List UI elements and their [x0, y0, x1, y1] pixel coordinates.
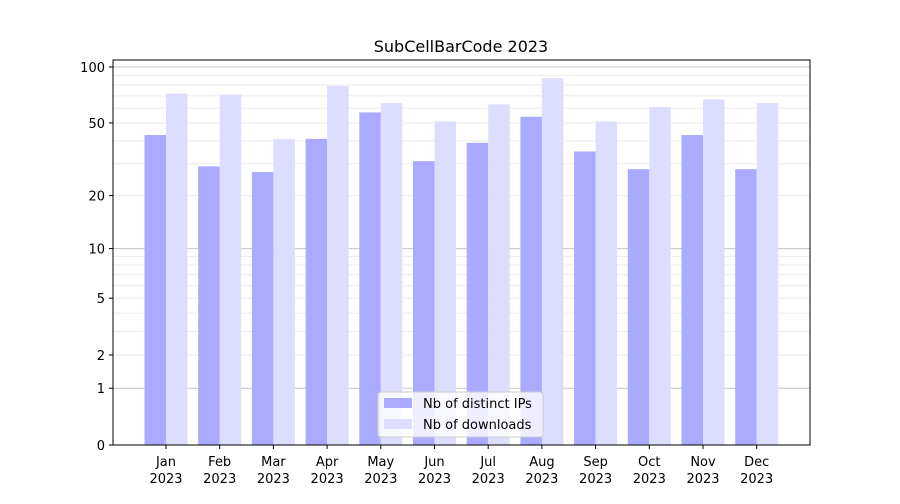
x-tick-label-year: 2023: [418, 472, 451, 487]
x-tick-label-month: Apr: [316, 455, 339, 470]
x-tick-label-year: 2023: [633, 472, 666, 487]
y-tick-label: 10: [88, 243, 105, 258]
bar-downloads: [756, 103, 779, 445]
bar-downloads: [166, 93, 188, 445]
bar-distinct-ips: [627, 169, 650, 445]
bar-downloads: [595, 121, 618, 446]
chart-title: SubCellBarCode 2023: [374, 37, 548, 56]
x-tick-label-month: Jul: [479, 455, 496, 470]
bar-downloads: [649, 106, 671, 446]
bar-distinct-ips: [466, 142, 489, 446]
y-tick-label: 100: [80, 61, 105, 76]
x-tick-label-year: 2023: [740, 472, 773, 487]
legend-box: [377, 391, 544, 438]
legend-label: Nb of downloads: [423, 418, 532, 433]
y-tick-label: 2: [97, 349, 105, 364]
y-tick-label: 5: [97, 292, 105, 307]
x-tick-label-month: Sep: [583, 455, 608, 470]
bar-downloads: [273, 138, 295, 445]
x-tick-label-year: 2023: [149, 472, 182, 487]
bar-distinct-ips: [144, 135, 166, 446]
x-tick-label-year: 2023: [364, 472, 397, 487]
x-tick-label-month: Mar: [261, 455, 286, 470]
bar-distinct-ips: [681, 135, 703, 446]
bar-downloads: [488, 104, 510, 446]
bar-distinct-ips: [735, 169, 757, 445]
bar-downloads: [219, 94, 242, 446]
legend-swatch: [384, 398, 412, 408]
x-tick-label-year: 2023: [579, 472, 612, 487]
bar-downloads: [541, 78, 564, 445]
x-tick-label-month: May: [367, 455, 394, 470]
bar-distinct-ips: [359, 112, 381, 446]
bar-distinct-ips: [251, 172, 274, 446]
x-tick-label-month: Feb: [208, 455, 231, 470]
legend-swatch: [384, 419, 412, 429]
x-tick-label-year: 2023: [525, 472, 558, 487]
x-tick-label-month: Jan: [155, 455, 176, 470]
bar-downloads: [703, 99, 725, 445]
bar-distinct-ips: [574, 151, 596, 445]
x-tick-label-month: Nov: [690, 455, 716, 470]
x-tick-label-year: 2023: [257, 472, 290, 487]
bar-distinct-ips: [520, 116, 542, 445]
x-tick-label-year: 2023: [311, 472, 344, 487]
y-tick-label: 1: [97, 382, 105, 397]
x-tick-label-year: 2023: [686, 472, 719, 487]
bar-distinct-ips: [198, 166, 220, 446]
plot-frame: [112, 59, 811, 446]
x-tick-label-year: 2023: [472, 472, 505, 487]
x-tick-label-month: Aug: [529, 455, 554, 470]
y-tick-label: 0: [97, 439, 105, 454]
x-tick-label-month: Oct: [638, 455, 660, 470]
x-tick-label-month: Jun: [423, 455, 444, 470]
bar-distinct-ips: [413, 161, 435, 445]
bar-distinct-ips: [305, 138, 328, 445]
x-tick-label-month: Dec: [744, 455, 769, 470]
x-tick-label-year: 2023: [203, 472, 236, 487]
y-tick-label: 20: [88, 190, 105, 205]
bar-downloads: [327, 86, 349, 445]
legend-label: Nb of distinct IPs: [423, 397, 532, 412]
bar-downloads: [434, 121, 456, 446]
bar-downloads: [380, 103, 403, 445]
y-tick-label: 50: [88, 117, 105, 132]
